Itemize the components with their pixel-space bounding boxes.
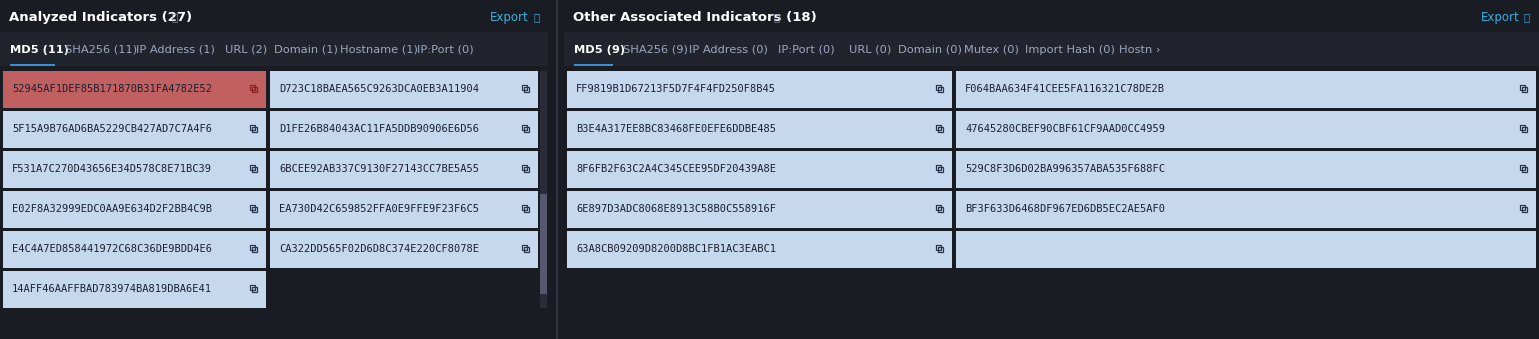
Text: ⓘ: ⓘ [773, 12, 779, 22]
Text: 52945AF1DEF85B171870B31FA4782E52: 52945AF1DEF85B171870B31FA4782E52 [12, 84, 212, 95]
Text: ⓘ: ⓘ [532, 12, 539, 22]
Text: ⓘ: ⓘ [171, 12, 177, 22]
Text: 5F15A9B76AD6BA5229CB427AD7C7A4F6: 5F15A9B76AD6BA5229CB427AD7C7A4F6 [12, 124, 212, 135]
FancyBboxPatch shape [3, 191, 266, 228]
FancyBboxPatch shape [956, 191, 1536, 228]
FancyBboxPatch shape [956, 151, 1536, 188]
Text: FF9819B1D67213F5D7F4F4FD250F8B45: FF9819B1D67213F5D7F4F4FD250F8B45 [576, 84, 776, 95]
FancyBboxPatch shape [9, 63, 55, 66]
FancyBboxPatch shape [563, 32, 1539, 66]
Text: 6BCEE92AB337C9130F27143CC7BE5A55: 6BCEE92AB337C9130F27143CC7BE5A55 [279, 164, 479, 175]
Text: 47645280CBEF90CBF61CF9AAD0CC4959: 47645280CBEF90CBF61CF9AAD0CC4959 [965, 124, 1165, 135]
Text: 8F6FB2F63C2A4C345CEE95DF20439A8E: 8F6FB2F63C2A4C345CEE95DF20439A8E [576, 164, 776, 175]
FancyBboxPatch shape [3, 111, 266, 148]
FancyBboxPatch shape [956, 111, 1536, 148]
FancyBboxPatch shape [574, 63, 613, 66]
Text: URL (2): URL (2) [225, 45, 266, 55]
Text: B3E4A317EE8BC83468FE0EFE6DDBE485: B3E4A317EE8BC83468FE0EFE6DDBE485 [576, 124, 776, 135]
Text: Domain (0): Domain (0) [899, 45, 962, 55]
Text: Export: Export [1481, 11, 1519, 23]
FancyBboxPatch shape [566, 71, 953, 108]
FancyBboxPatch shape [540, 194, 546, 294]
Text: E4C4A7ED858441972C68C36DE9BDD4E6: E4C4A7ED858441972C68C36DE9BDD4E6 [12, 244, 212, 255]
Text: IP:Port (0): IP:Port (0) [777, 45, 834, 55]
FancyBboxPatch shape [540, 71, 546, 308]
FancyBboxPatch shape [566, 111, 953, 148]
FancyBboxPatch shape [3, 71, 266, 108]
Text: F064BAA634F41CEE5FA116321C78DE2B: F064BAA634F41CEE5FA116321C78DE2B [965, 84, 1165, 95]
FancyBboxPatch shape [566, 151, 953, 188]
Text: Mutex (0): Mutex (0) [965, 45, 1019, 55]
Text: URL (0): URL (0) [850, 45, 891, 55]
Text: IP:Port (0): IP:Port (0) [417, 45, 474, 55]
FancyBboxPatch shape [269, 151, 539, 188]
Text: D723C18BAEA565C9263DCA0EB3A11904: D723C18BAEA565C9263DCA0EB3A11904 [279, 84, 479, 95]
FancyBboxPatch shape [956, 71, 1536, 108]
Text: Import Hash (0): Import Hash (0) [1025, 45, 1114, 55]
FancyBboxPatch shape [3, 231, 266, 268]
Text: SHA256 (9): SHA256 (9) [623, 45, 688, 55]
Text: SHA256 (11): SHA256 (11) [65, 45, 137, 55]
Text: Hostname (1): Hostname (1) [340, 45, 419, 55]
Text: 6E897D3ADC8068E8913C58B0C558916F: 6E897D3ADC8068E8913C58B0C558916F [576, 204, 776, 215]
FancyBboxPatch shape [269, 71, 539, 108]
Text: D1FE26B84043AC11FA5DDB90906E6D56: D1FE26B84043AC11FA5DDB90906E6D56 [279, 124, 479, 135]
Text: F531A7C270D43656E34D578C8E71BC39: F531A7C270D43656E34D578C8E71BC39 [12, 164, 212, 175]
FancyBboxPatch shape [3, 151, 266, 188]
Text: MD5 (9): MD5 (9) [574, 45, 625, 55]
Text: Domain (1): Domain (1) [274, 45, 339, 55]
FancyBboxPatch shape [566, 191, 953, 228]
FancyBboxPatch shape [269, 191, 539, 228]
Text: IP Address (0): IP Address (0) [689, 45, 768, 55]
FancyBboxPatch shape [269, 231, 539, 268]
FancyBboxPatch shape [3, 271, 266, 308]
FancyBboxPatch shape [956, 231, 1536, 268]
Text: MD5 (11): MD5 (11) [9, 45, 69, 55]
FancyBboxPatch shape [566, 231, 953, 268]
Text: CA322DD565F02D6D8C374E220CF8078E: CA322DD565F02D6D8C374E220CF8078E [279, 244, 479, 255]
Text: Analyzed Indicators (27): Analyzed Indicators (27) [9, 11, 192, 23]
Text: Export: Export [489, 11, 529, 23]
Text: ⓘ: ⓘ [1524, 12, 1530, 22]
Text: 529C8F3D6D02BA996357ABA535F688FC: 529C8F3D6D02BA996357ABA535F688FC [965, 164, 1165, 175]
FancyBboxPatch shape [0, 32, 548, 66]
Text: 14AFF46AAFFBAD783974BA819DBA6E41: 14AFF46AAFFBAD783974BA819DBA6E41 [12, 284, 212, 295]
Text: BF3F633D6468DF967ED6DB5EC2AE5AF0: BF3F633D6468DF967ED6DB5EC2AE5AF0 [965, 204, 1165, 215]
Text: Other Associated Indicators (18): Other Associated Indicators (18) [573, 11, 817, 23]
Text: EA730D42C659852FFA0E9FFE9F23F6C5: EA730D42C659852FFA0E9FFE9F23F6C5 [279, 204, 479, 215]
Text: Hostn ›: Hostn › [1119, 45, 1160, 55]
FancyBboxPatch shape [556, 0, 559, 339]
Text: E02F8A32999EDC0AA9E634D2F2BB4C9B: E02F8A32999EDC0AA9E634D2F2BB4C9B [12, 204, 212, 215]
Text: 63A8CB09209D8200D8BC1FB1AC3EABC1: 63A8CB09209D8200D8BC1FB1AC3EABC1 [576, 244, 776, 255]
FancyBboxPatch shape [269, 111, 539, 148]
Text: IP Address (1): IP Address (1) [137, 45, 215, 55]
